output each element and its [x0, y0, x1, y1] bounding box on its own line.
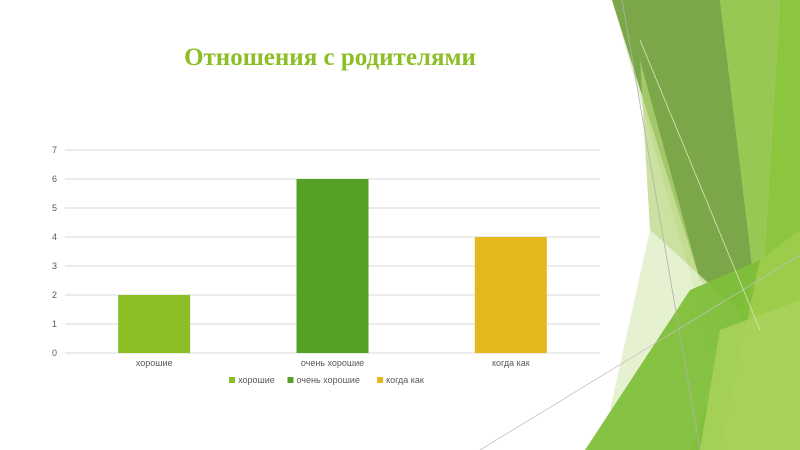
- facet-line: [621, 0, 701, 450]
- y-tick-label: 3: [52, 261, 57, 271]
- legend-label: хорошие: [238, 375, 275, 385]
- slide-title: Отношения с родителями: [184, 44, 476, 71]
- facet-shape: [612, 0, 760, 330]
- legend-label: когда как: [386, 375, 424, 385]
- y-tick-label: 1: [52, 319, 57, 329]
- bar: [296, 179, 369, 353]
- x-category-label: когда как: [492, 358, 530, 368]
- y-tick-label: 2: [52, 290, 57, 300]
- legend-swatch: [377, 377, 384, 383]
- bar: [474, 237, 547, 353]
- x-category-label: очень хорошие: [301, 358, 364, 368]
- facet-line: [639, 39, 761, 331]
- legend-swatch: [229, 377, 236, 383]
- legend-label: очень хорошие: [297, 375, 360, 385]
- facet-shape: [700, 300, 800, 450]
- y-tick-label: 4: [52, 232, 57, 242]
- bar: [118, 295, 191, 353]
- y-tick-label: 5: [52, 203, 57, 213]
- y-tick-label: 6: [52, 174, 57, 184]
- x-category-label: хорошие: [136, 358, 173, 368]
- y-tick-label: 0: [52, 348, 57, 358]
- legend-swatch: [287, 377, 294, 383]
- y-tick-label: 7: [52, 145, 57, 155]
- facet-line: [479, 254, 800, 450]
